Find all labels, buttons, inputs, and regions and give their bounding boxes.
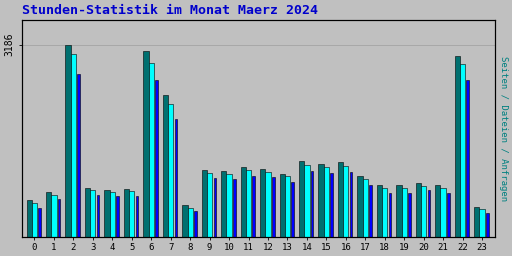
Bar [143,51,148,237]
Bar [486,213,488,237]
Bar [51,195,56,237]
Bar [382,188,388,237]
Bar [435,185,440,237]
Bar [71,54,76,237]
Bar [369,185,372,237]
Bar [27,200,32,237]
Bar [455,56,460,237]
Bar [38,208,41,237]
Bar [272,177,274,237]
Bar [148,63,154,237]
Bar [350,172,352,237]
Bar [447,193,450,237]
Bar [214,178,216,237]
Bar [182,205,187,237]
Bar [226,174,231,237]
Text: Stunden-Statistik im Monat Maerz 2024: Stunden-Statistik im Monat Maerz 2024 [22,4,318,17]
Bar [338,162,343,237]
Bar [246,170,251,237]
Bar [474,207,479,237]
Bar [233,179,236,237]
Bar [32,204,37,237]
Bar [408,193,411,237]
Bar [311,172,313,237]
Bar [401,188,407,237]
Bar [428,190,430,237]
Bar [66,45,71,237]
Bar [168,104,173,237]
Bar [362,179,368,237]
Bar [110,192,115,237]
Bar [324,167,329,237]
Bar [163,95,168,237]
Bar [280,174,285,237]
Bar [291,182,294,237]
Bar [155,80,158,237]
Bar [318,164,324,237]
Bar [285,176,290,237]
Bar [377,185,382,237]
Y-axis label: Seiten / Dateien / Anfragen: Seiten / Dateien / Anfragen [499,56,508,201]
Bar [357,176,362,237]
Bar [207,173,212,237]
Bar [241,167,246,237]
Bar [77,74,80,237]
Bar [440,188,446,237]
Bar [343,166,349,237]
Bar [175,119,177,237]
Bar [58,199,60,237]
Bar [97,195,99,237]
Bar [194,211,197,237]
Bar [85,188,90,237]
Bar [202,169,207,237]
Bar [265,172,271,237]
Bar [479,209,485,237]
Bar [129,191,134,237]
Bar [104,189,110,237]
Bar [421,186,426,237]
Bar [221,171,226,237]
Bar [389,193,391,237]
Bar [252,176,255,237]
Bar [187,208,193,237]
Bar [396,185,401,237]
Bar [90,190,95,237]
Bar [304,165,310,237]
Bar [116,196,119,237]
Bar [416,183,421,237]
Bar [299,161,304,237]
Bar [136,196,138,237]
Bar [460,64,465,237]
Bar [466,80,469,237]
Bar [260,169,265,237]
Bar [46,192,51,237]
Bar [330,173,333,237]
Bar [124,189,129,237]
